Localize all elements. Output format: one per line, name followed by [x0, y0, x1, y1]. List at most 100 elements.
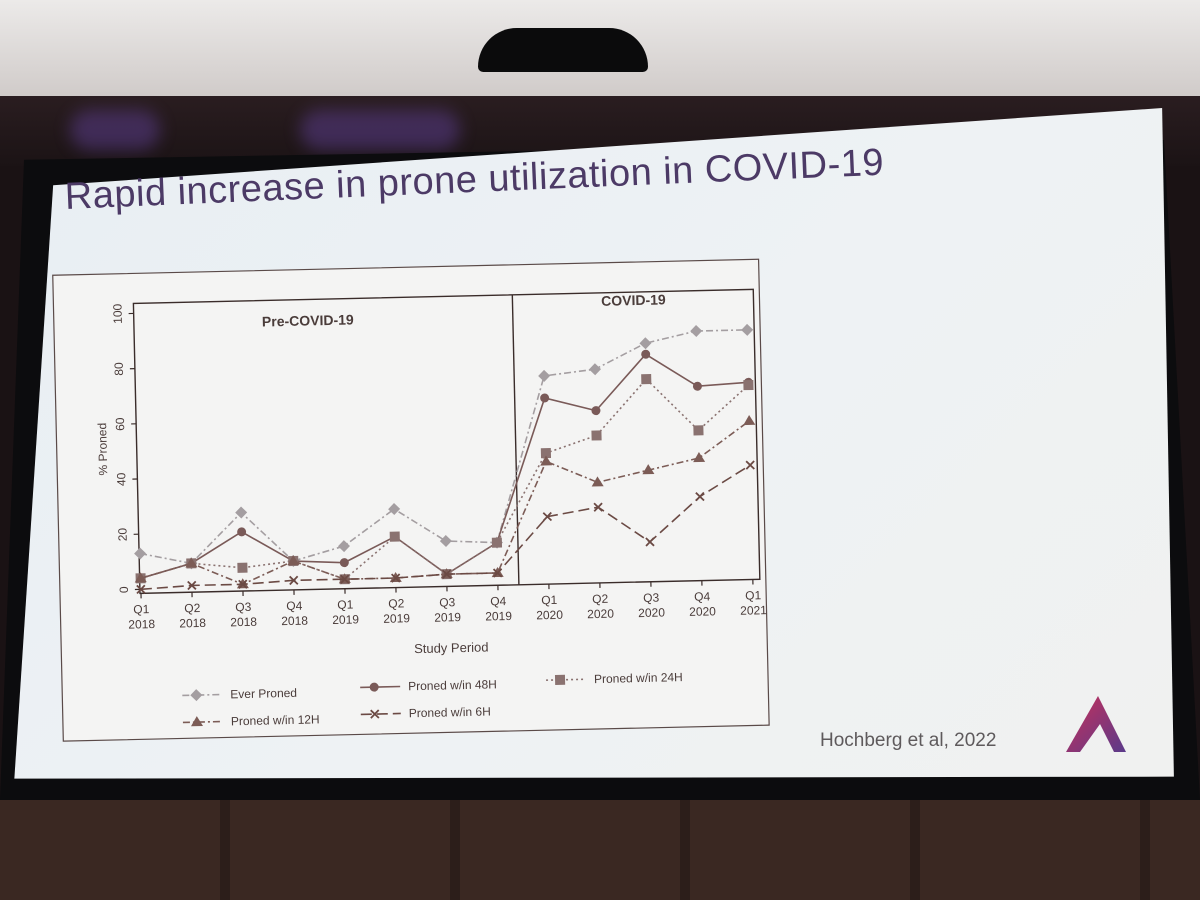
x-tick-label: 2020: [689, 604, 716, 619]
legend-line: [360, 712, 401, 716]
x-tick-label: Q1: [745, 588, 762, 602]
data-point: [593, 502, 603, 512]
legend-label: Proned w/in 24H: [594, 670, 683, 686]
x-tick-label: Q3: [643, 591, 660, 605]
x-tick-label: 2020: [638, 605, 665, 620]
data-point: [185, 557, 198, 568]
x-tick-label: 2021: [740, 603, 767, 618]
y-tick-label: 60: [113, 417, 127, 431]
data-point: [134, 547, 147, 560]
legend: Ever Proned Proned w/in 48H Proned w/in 24…: [182, 670, 683, 728]
data-point: [540, 455, 553, 466]
data-point: [491, 537, 503, 548]
x-tick-label: 2020: [536, 608, 563, 623]
data-point: [540, 393, 550, 403]
data-point: [693, 451, 706, 463]
citation: Hochberg et al, 2022: [820, 730, 997, 751]
data-point: [743, 379, 754, 391]
data-point: [540, 448, 552, 459]
x-tick-label: Q4: [286, 599, 303, 613]
data-point: [642, 464, 655, 475]
data-point: [287, 555, 300, 566]
legend-label: Ever Proned: [230, 686, 297, 702]
data-point: [187, 580, 197, 591]
x-tick-label: 2019: [434, 610, 461, 625]
data-point: [390, 573, 401, 583]
data-point: [692, 381, 702, 391]
covid-divider-line: [511, 294, 520, 585]
x-tick-label: Q4: [490, 594, 507, 608]
data-point: [134, 572, 147, 583]
legend-item: Proned w/in 12H: [182, 712, 320, 728]
x-tick-label: 2019: [332, 612, 359, 627]
x-axis-ticks: Q12018Q22018Q32018Q42018Q12019Q22019Q320…: [128, 579, 767, 632]
legend-marker: [190, 689, 203, 702]
x-tick-label: Q3: [235, 600, 252, 614]
x-tick-label: 2018: [281, 614, 308, 629]
x-tick-label: 2019: [485, 609, 512, 624]
x-tick-label: 2018: [179, 616, 206, 631]
legend-line: [546, 678, 587, 681]
x-tick-label: Q2: [184, 601, 201, 615]
legend-marker: [554, 674, 566, 685]
x-tick-label: 2019: [383, 611, 410, 626]
legend-item: Proned w/in 48H: [360, 677, 497, 693]
y-axis-ticks: 0 20 40 60 80 100: [110, 303, 140, 593]
series-layer: [134, 323, 756, 595]
x-tick-label: Q1: [337, 598, 354, 612]
legend-item: Proned w/in 24H: [546, 670, 683, 686]
chart-figure-border: [52, 258, 770, 742]
data-point: [492, 568, 503, 578]
x-tick-label: Q2: [592, 592, 609, 606]
data-point: [441, 569, 452, 579]
legend-marker: [191, 716, 204, 727]
data-point: [641, 349, 651, 359]
data-point: [389, 531, 400, 542]
data-point: [340, 574, 350, 584]
data-point: [589, 363, 602, 376]
panel-label-pre-covid: Pre-COVID-19: [262, 311, 354, 329]
data-point: [693, 425, 704, 436]
legend-item: Ever Proned: [182, 686, 297, 702]
data-point: [745, 460, 755, 470]
x-tick-label: 2020: [587, 607, 614, 622]
data-point: [639, 337, 652, 350]
legend-marker: [370, 709, 380, 719]
x-tick-label: Q1: [541, 593, 558, 607]
plot-area-frame: [132, 288, 761, 595]
legend-label: Proned w/in 6H: [409, 704, 491, 720]
data-point: [591, 406, 601, 416]
legend-line: [182, 720, 223, 724]
data-point: [238, 579, 248, 589]
data-point: [743, 414, 756, 426]
data-point: [591, 476, 604, 487]
series-proned-w-in-6h: [136, 460, 755, 595]
purple-light: [300, 110, 460, 150]
data-point: [538, 369, 551, 382]
ceiling-projector: [478, 28, 648, 72]
data-point: [388, 503, 401, 516]
data-point: [695, 491, 705, 502]
purple-light: [70, 110, 160, 150]
x-tick-label: Q2: [388, 596, 405, 610]
legend-label: Proned w/in 48H: [408, 677, 497, 693]
data-point: [235, 506, 248, 519]
data-point: [339, 558, 349, 568]
x-axis-label: Study Period: [414, 639, 489, 656]
data-point: [741, 323, 754, 336]
legend-label: Proned w/in 12H: [231, 712, 320, 728]
legend-line: [182, 693, 223, 697]
data-point: [641, 373, 652, 385]
data-point: [645, 537, 655, 547]
x-tick-label: Q1: [133, 602, 150, 616]
legend-line: [360, 685, 401, 689]
x-tick-label: Q4: [694, 589, 711, 603]
data-point: [690, 325, 703, 338]
data-point: [591, 430, 602, 441]
x-tick-label: 2018: [128, 617, 155, 632]
data-point: [289, 575, 299, 586]
y-tick-label: 40: [114, 472, 128, 486]
x-tick-label: Q3: [439, 595, 456, 609]
y-tick-label: 80: [112, 362, 126, 376]
